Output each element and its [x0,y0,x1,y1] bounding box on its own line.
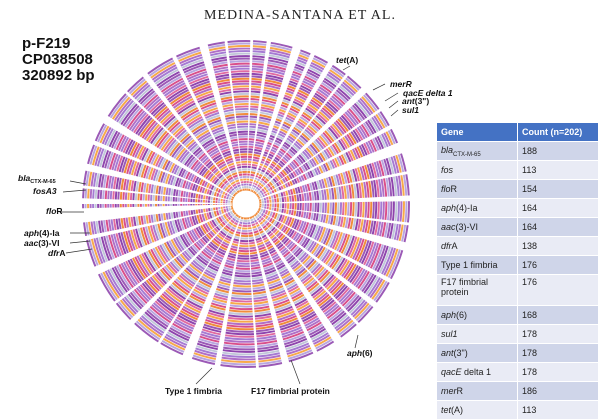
count-cell: 178 [518,363,599,382]
label-bla-ctx: blaCTX-M-65 [18,173,56,185]
label-tetA: tet(A) [336,55,358,65]
gene-cell: fos [437,161,518,180]
count-cell: 168 [518,306,599,325]
gene-cell: ant(3") [437,344,518,363]
table-row: F17 fimbrial protein 176 [437,275,599,306]
table-row: ant(3") 178 [437,344,599,363]
gene-cell: floR [437,180,518,199]
count-cell: 186 [518,382,599,401]
count-cell: 176 [518,275,599,306]
table-row: sul1 178 [437,325,599,344]
leader-line [373,84,385,90]
table-row: fos 113 [437,161,599,180]
count-cell: 113 [518,161,599,180]
leader-line [343,66,350,70]
gene-cell: qacE delta 1 [437,363,518,382]
count-cell: 178 [518,344,599,363]
table-row: Type 1 fimbria 176 [437,256,599,275]
count-cell: 113 [518,401,599,419]
gene-cell: aac(3)-VI [437,218,518,237]
count-cell: 178 [518,325,599,344]
gene-count-table: Gene Count (n=202) blaCTX-M-65 188 fos 1… [437,123,599,419]
table-row: qacE delta 1 178 [437,363,599,382]
gene-cell: aph(4)-Ia [437,199,518,218]
count-cell: 164 [518,199,599,218]
leader-line [196,368,212,384]
gene-cell: merR [437,382,518,401]
label-dfrA: dfrA [48,248,65,258]
table-header-row: Gene Count (n=202) [437,123,599,142]
table-row: blaCTX-M-65 188 [437,142,599,161]
leader-line [391,110,398,116]
count-cell: 138 [518,237,599,256]
table-row: merR 186 [437,382,599,401]
gene-cell: Type 1 fimbria [437,256,518,275]
gene-cell: tet(A) [437,401,518,419]
label-f17-fimbrial: F17 fimbrial protein [251,386,330,396]
gene-cell: dfrA [437,237,518,256]
gene-cell: blaCTX-M-65 [437,142,518,161]
table-row: aph(6) 168 [437,306,599,325]
leader-line [385,93,398,101]
label-fosA3: fosA3 [33,186,57,196]
leader-line [389,101,398,108]
table-row: aac(3)-VI 164 [437,218,599,237]
ring-center [234,192,258,216]
gene-cell: F17 fimbrial protein [437,275,518,306]
count-cell: 188 [518,142,599,161]
gene-cell: aph(6) [437,306,518,325]
table-row: dfrA 138 [437,237,599,256]
table-header-gene: Gene [437,123,518,142]
gene-cell: sul1 [437,325,518,344]
leader-line [66,249,92,253]
table-row: floR 154 [437,180,599,199]
label-floR: floR [46,206,63,216]
label-type1-fimbria: Type 1 fimbria [165,386,222,396]
leader-line [355,335,358,348]
count-cell: 164 [518,218,599,237]
leader-line [291,360,300,384]
table-header-count: Count (n=202) [518,123,599,142]
label-aph6: aph(6) [347,348,373,358]
count-cell: 154 [518,180,599,199]
label-aph4: aph(4)-Ia [24,228,60,238]
count-cell: 176 [518,256,599,275]
label-aac3: aac(3)-VI [24,238,59,248]
label-sul1: sul1 [402,105,419,115]
table-row: aph(4)-Ia 164 [437,199,599,218]
table-row: tet(A) 113 [437,401,599,419]
